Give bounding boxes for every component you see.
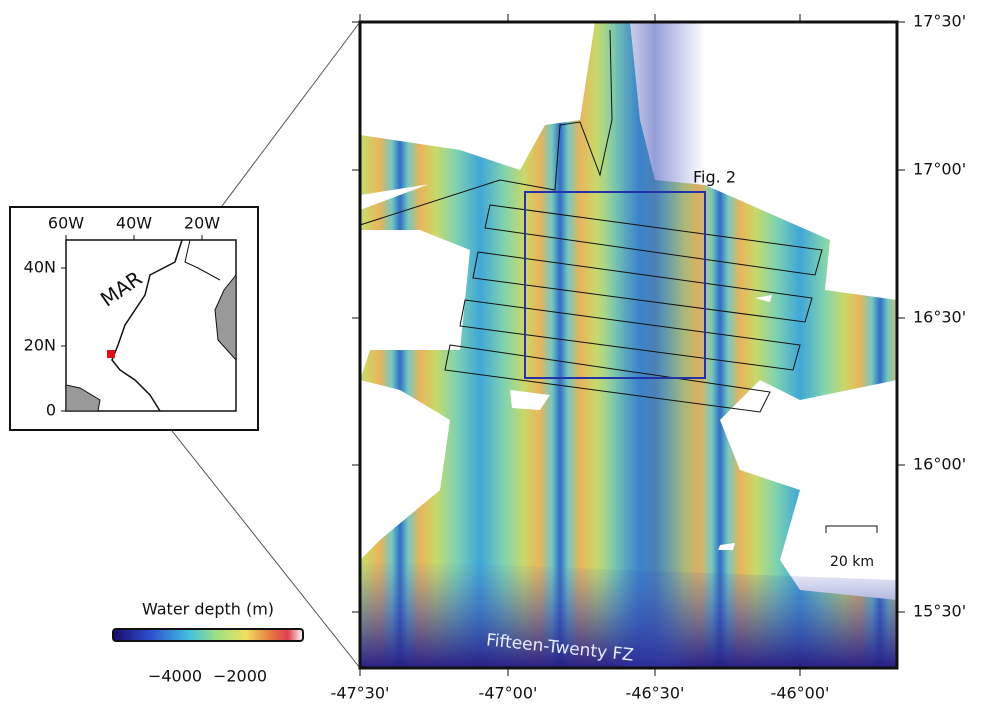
lat-label: 17°00' bbox=[913, 160, 966, 179]
colorbar-title: Water depth (m) bbox=[142, 600, 274, 619]
lat-label: 16°00' bbox=[913, 455, 966, 474]
inset-map bbox=[66, 240, 236, 411]
scale-label: 20 km bbox=[830, 554, 874, 570]
inset-x-label: 20W bbox=[184, 214, 220, 233]
lon-label: -46°30' bbox=[626, 684, 685, 703]
lon-label: -47°00' bbox=[479, 684, 538, 703]
lon-label: -47°30' bbox=[331, 684, 390, 703]
inset-y-label: 0 bbox=[46, 401, 56, 420]
colorbar-label: −2000 bbox=[213, 667, 267, 686]
lat-label: 15°30' bbox=[913, 602, 966, 621]
axial-valley bbox=[605, 22, 705, 668]
inset-x-label: 40W bbox=[116, 214, 152, 233]
page: {"inset": {"x_labels": ["60W", "40W", "2… bbox=[0, 0, 981, 710]
fig2-label: Fig. 2 bbox=[693, 168, 736, 187]
colorbar bbox=[113, 629, 303, 641]
bathymetry bbox=[360, 22, 897, 668]
location-marker bbox=[107, 350, 115, 358]
figure: Fig. 2 20 km Fifteen-Twenty FZ MAR 60W40… bbox=[0, 0, 981, 710]
lat-label: 16°30' bbox=[913, 308, 966, 327]
inset-y-label: 20N bbox=[24, 336, 56, 355]
lon-label: -46°00' bbox=[771, 684, 830, 703]
colorbar-labels: −4000 −2000 bbox=[148, 667, 267, 686]
inset-x-label: 60W bbox=[48, 214, 84, 233]
scale-bar bbox=[826, 526, 877, 533]
colorbar-label: −4000 bbox=[148, 667, 202, 686]
lat-label: 17°30' bbox=[913, 12, 966, 31]
inset-y-label: 40N bbox=[24, 258, 56, 277]
